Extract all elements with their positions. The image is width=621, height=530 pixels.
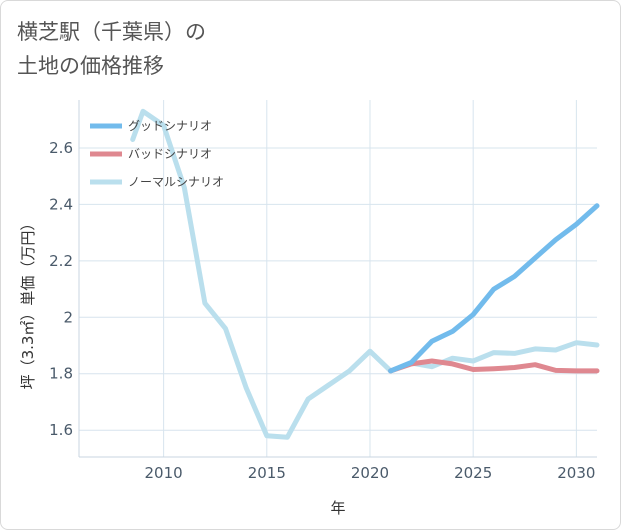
x-tick-label: 2025 [454,464,492,482]
y-tick-label: 2 [63,308,73,326]
chart-title-line2: 土地の価格推移 [17,54,164,78]
x-tick-label: 2015 [248,464,286,482]
series-lines [130,108,600,440]
x-axis-ticks: 2010 2015 2020 2025 2030 [145,464,596,482]
plot-area [78,100,597,458]
x-tick-label: 2010 [145,464,183,482]
x-tick-label: 2030 [557,464,595,482]
legend-label[interactable]: グッドシナリオ [128,119,212,133]
chart-title: 横芝駅（千葉県）の 土地の価格推移 [17,15,206,83]
series-line-0 [388,203,600,374]
y-tick-label: 2.6 [49,139,73,157]
series-line-2 [130,108,600,440]
grid-lines [79,100,597,457]
y-tick-label: 2.4 [49,195,73,213]
y-tick-label: 1.8 [49,365,73,383]
x-axis-title: 年 [330,499,345,517]
legend-label[interactable]: ノーマルシナリオ [128,175,224,189]
y-tick-label: 2.2 [49,252,73,270]
series-line-1 [388,358,600,374]
chart-title-line1: 横芝駅（千葉県）の [17,20,206,44]
y-axis-ticks: 1.6 1.8 2 2.2 2.4 2.6 [49,139,73,439]
y-tick-label: 1.6 [49,421,73,439]
y-axis-title: 坪（3.3㎡）単価（万円） [19,216,37,390]
legend-label[interactable]: バッドシナリオ [128,147,212,161]
x-tick-label: 2020 [351,464,389,482]
